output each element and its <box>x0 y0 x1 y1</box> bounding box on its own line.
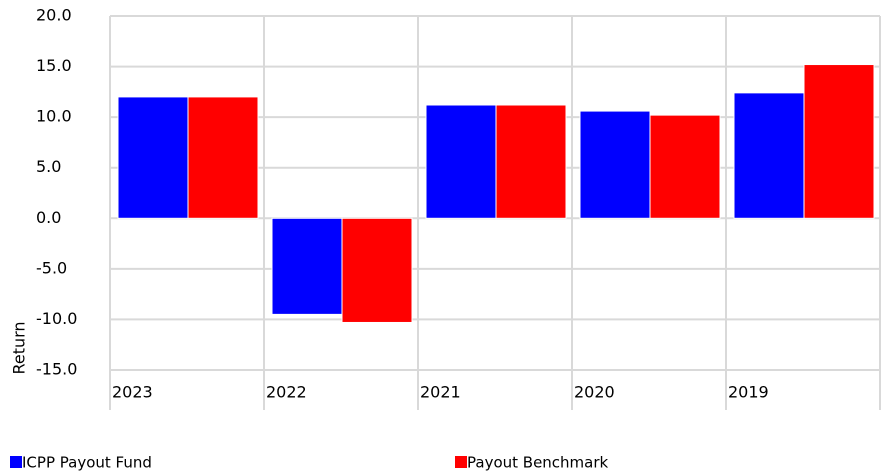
legend-label: ICPP Payout Fund <box>22 454 152 472</box>
x-tick-label: 2022 <box>266 383 307 402</box>
bar <box>117 96 189 219</box>
y-tick-label: 10.0 <box>36 107 72 126</box>
y-tick-label: -10.0 <box>36 309 77 328</box>
bar <box>271 217 343 315</box>
bar <box>495 104 567 219</box>
y-tick-label: -15.0 <box>36 360 77 379</box>
legend-label: Payout Benchmark <box>467 454 609 472</box>
bar <box>341 217 413 323</box>
bar <box>803 64 875 219</box>
bar <box>425 104 497 219</box>
x-tick-label: 2023 <box>112 383 153 402</box>
y-tick-label: -5.0 <box>36 258 67 277</box>
bar <box>649 114 721 219</box>
bar <box>733 92 805 219</box>
x-tick-label: 2020 <box>574 383 615 402</box>
legend-swatch <box>10 456 22 468</box>
y-tick-label: 15.0 <box>36 56 72 75</box>
x-tick-label: 2021 <box>420 383 461 402</box>
y-tick-label: 20.0 <box>36 6 72 25</box>
y-tick-label: 0.0 <box>36 208 61 227</box>
x-tick-label: 2019 <box>728 383 769 402</box>
y-tick-label: 5.0 <box>36 157 61 176</box>
bar <box>187 96 259 219</box>
y-axis-title: Return <box>10 321 29 374</box>
bar <box>579 110 651 219</box>
legend-swatch <box>455 456 467 468</box>
